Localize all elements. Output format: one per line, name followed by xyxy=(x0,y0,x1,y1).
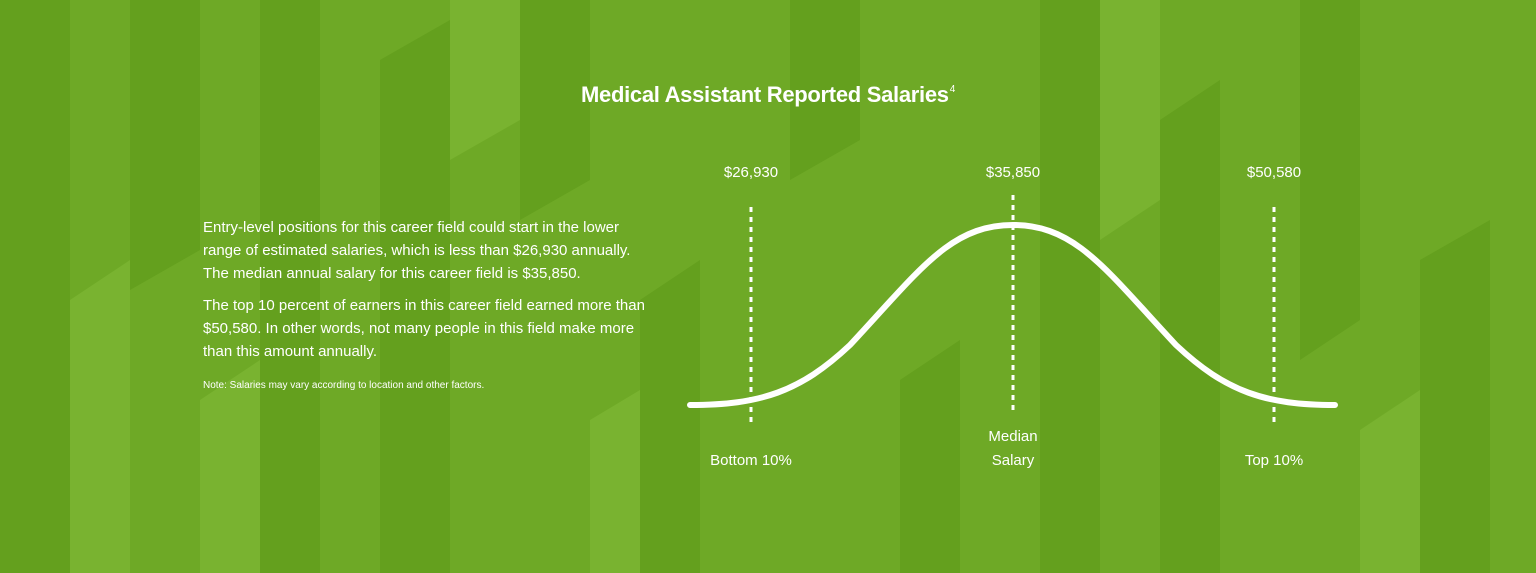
note: Note: Salaries may vary according to loc… xyxy=(203,380,485,391)
amount: $50,580 xyxy=(1246,164,1302,181)
paragraph: Entry-level positions for this career fi… xyxy=(203,219,631,282)
marker-label: Median Salary xyxy=(988,428,1038,469)
marker-label: Top 10% xyxy=(1244,452,1304,469)
section-title: Medical Assistant Reported Salaries4 xyxy=(0,82,1536,108)
paragraph: The top 10 percent of earners in this ca… xyxy=(203,297,645,360)
title-text: Medical Assistant Reported Salaries xyxy=(581,82,949,107)
amount: $35,850 xyxy=(985,164,1041,181)
amount: $26,930 xyxy=(723,164,779,181)
marker-lines xyxy=(749,195,1276,425)
description: Entry-level positions for this career fi… xyxy=(203,216,658,393)
marker-label: Bottom 10% xyxy=(710,452,792,469)
footnote-ref: 4 xyxy=(949,84,956,95)
